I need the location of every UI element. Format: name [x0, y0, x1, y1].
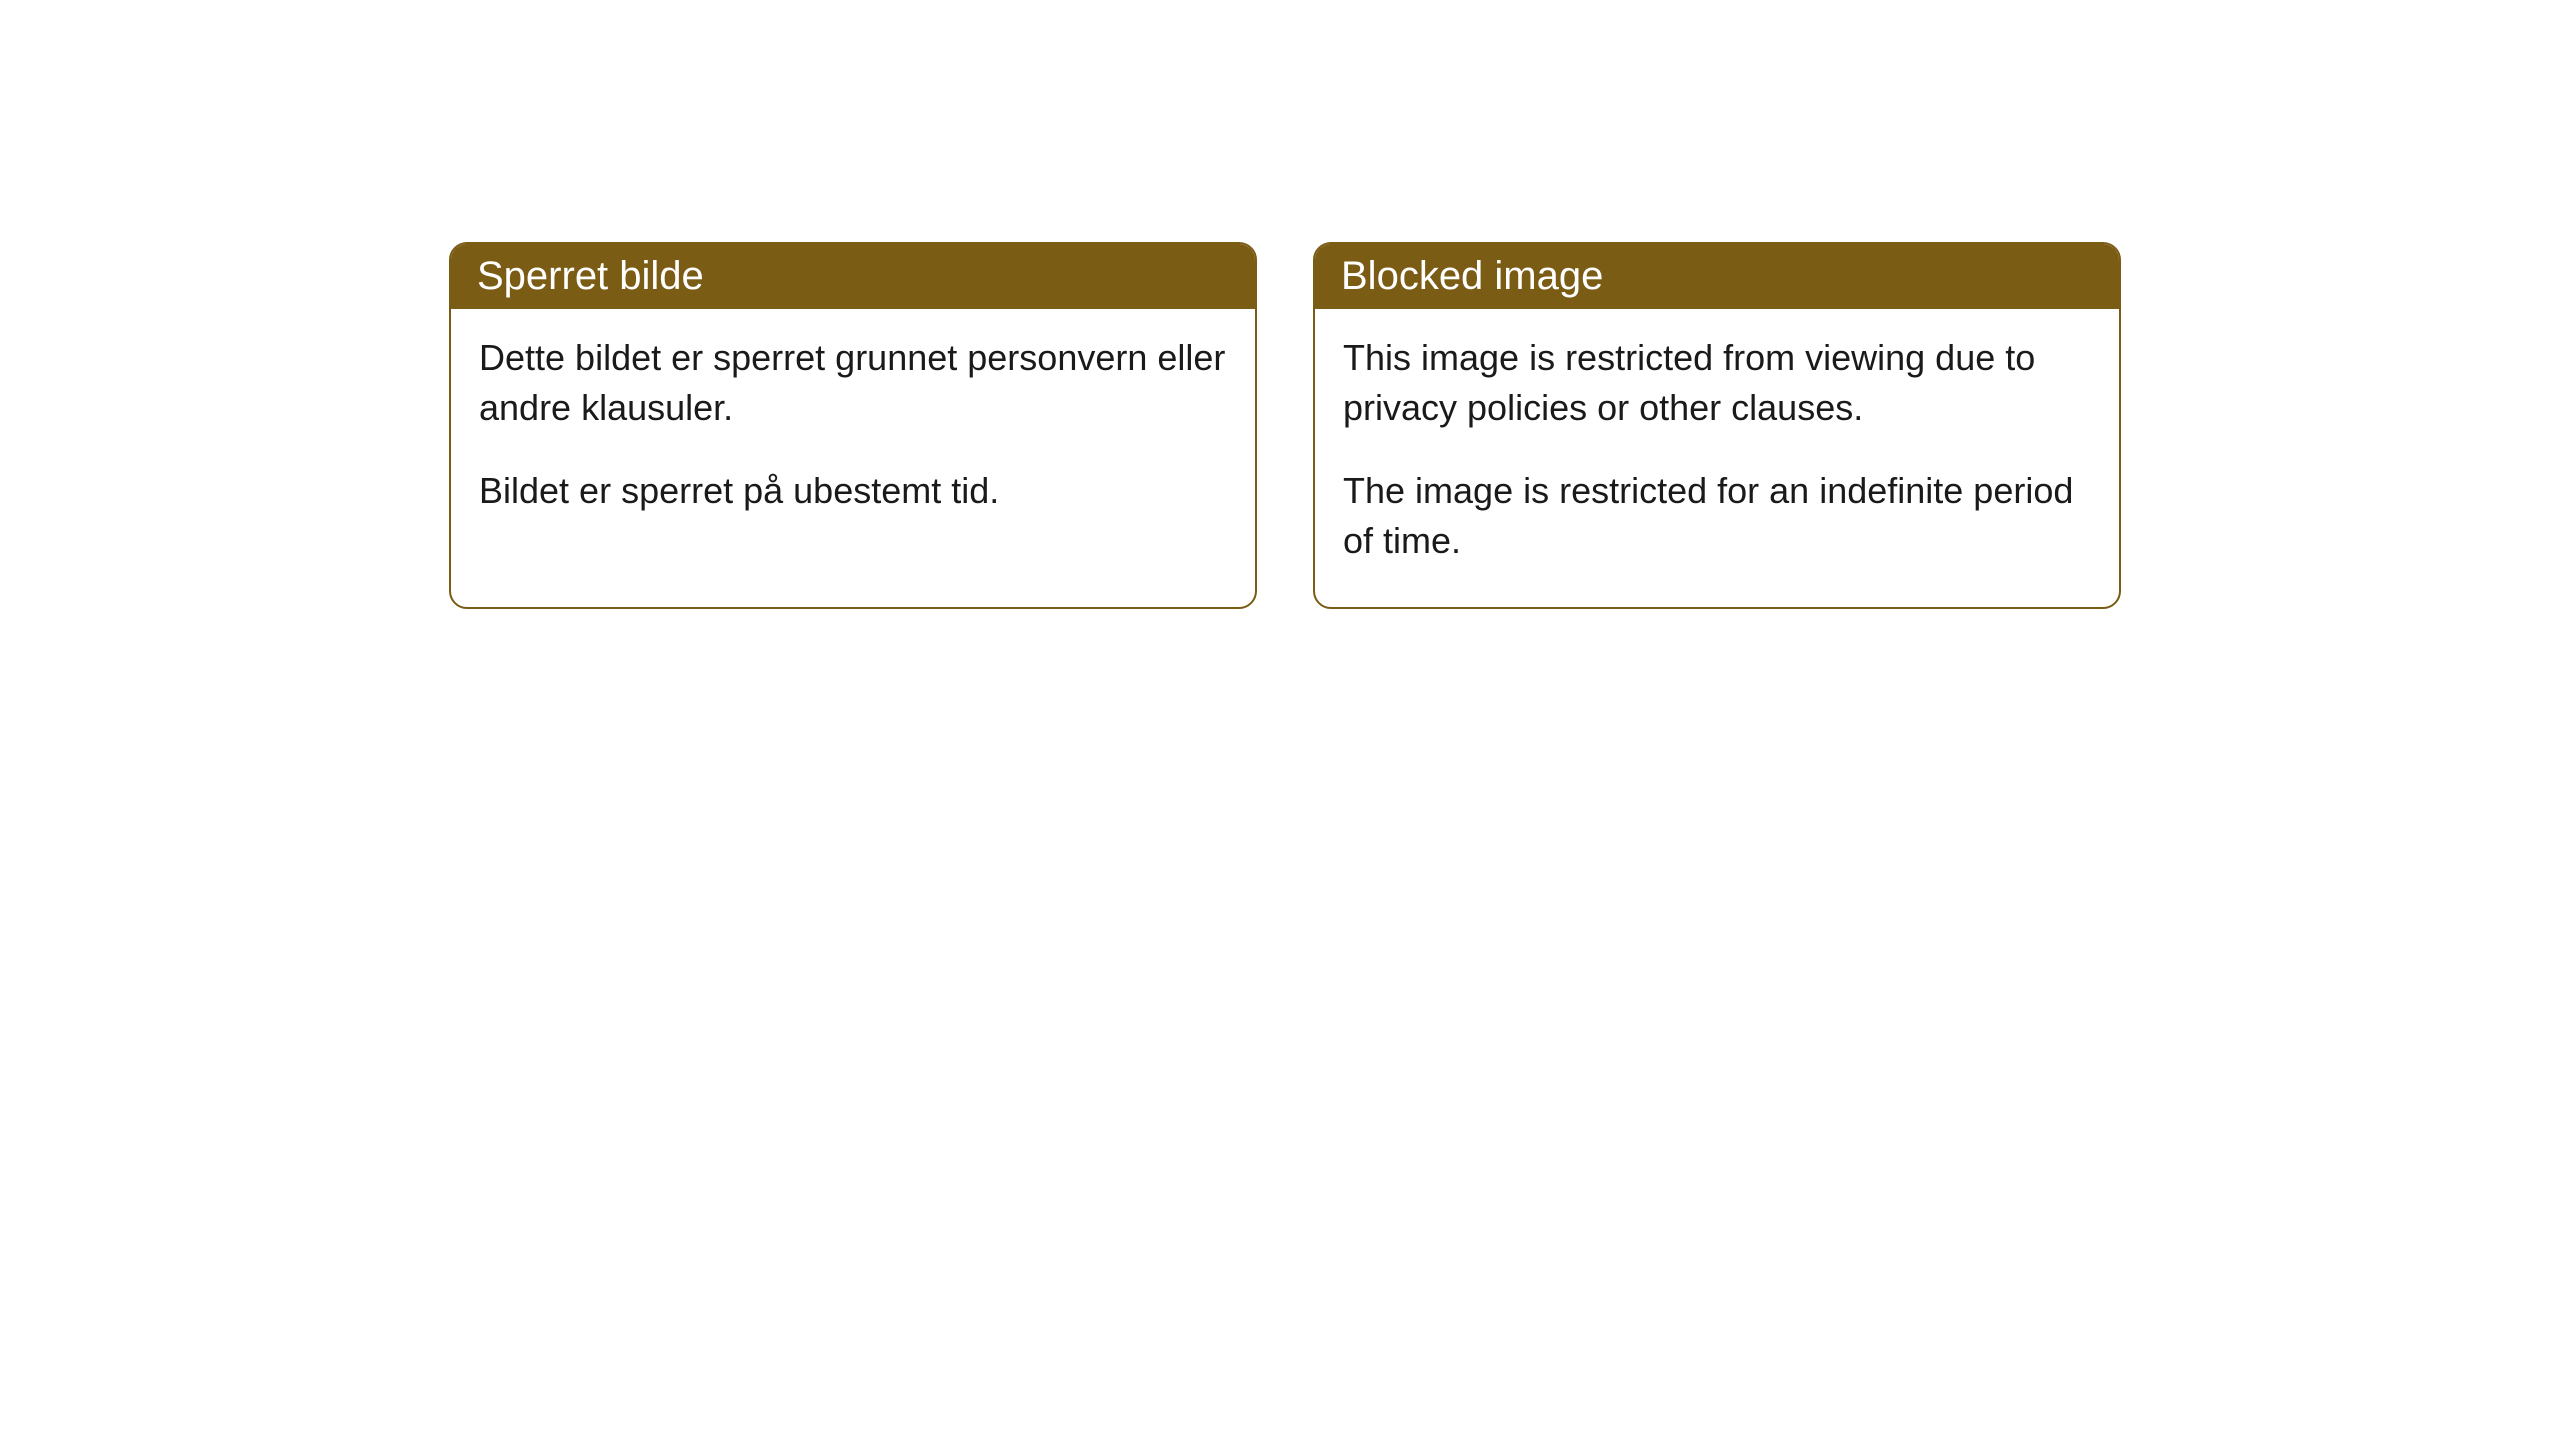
- blocked-image-card-no: Sperret bilde Dette bildet er sperret gr…: [449, 242, 1257, 609]
- card-paragraph-1-no: Dette bildet er sperret grunnet personve…: [479, 333, 1227, 434]
- card-paragraph-2-en: The image is restricted for an indefinit…: [1343, 466, 2091, 567]
- card-header-en: Blocked image: [1315, 244, 2119, 309]
- cards-container: Sperret bilde Dette bildet er sperret gr…: [449, 242, 2121, 609]
- card-body-en: This image is restricted from viewing du…: [1315, 309, 2119, 607]
- card-header-no: Sperret bilde: [451, 244, 1255, 309]
- card-paragraph-1-en: This image is restricted from viewing du…: [1343, 333, 2091, 434]
- card-body-no: Dette bildet er sperret grunnet personve…: [451, 309, 1255, 556]
- blocked-image-card-en: Blocked image This image is restricted f…: [1313, 242, 2121, 609]
- card-paragraph-2-no: Bildet er sperret på ubestemt tid.: [479, 466, 1227, 516]
